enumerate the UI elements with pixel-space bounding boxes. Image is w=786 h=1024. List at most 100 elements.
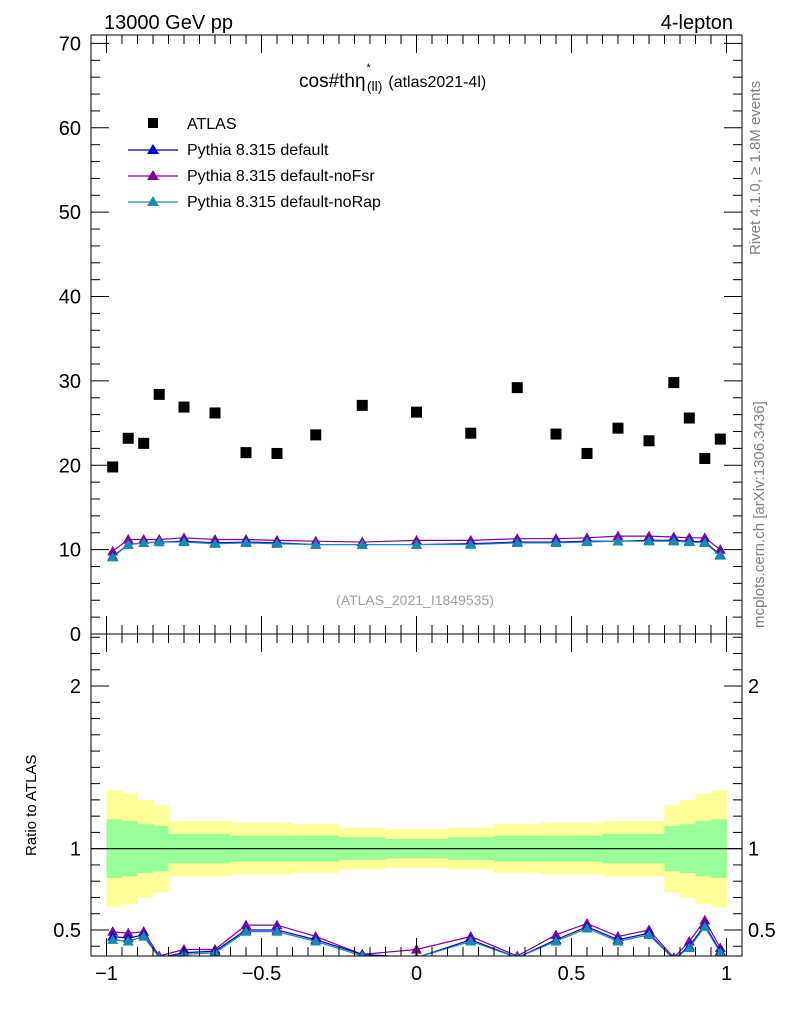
main-marker-noRap [714,550,726,560]
x-tick-label: −1 [95,963,118,985]
legend: ATLAS Pythia 8.315 default Pythia 8.315 … [128,116,381,211]
main-axis-ticks [91,35,742,635]
plot-title-sup: * [367,62,372,74]
main-marker-noRap [122,539,134,549]
main-marker-noRap [310,539,322,549]
ratio-marker-noRap [465,935,477,946]
ratio-marker-noFsr [699,914,711,925]
ratio-marker-noFsr [122,927,134,938]
main-marker-noRap [612,535,624,546]
main-y-tick-labels: 0 10 20 30 40 50 60 70 [59,33,81,646]
main-y-tick-label: 60 [59,118,81,140]
ratio-plot: 0.5 0.5 1 1 2 2 −1 −0.5 0 0.5 1 Ratio to ATLAS [23,633,776,985]
main-marker-noFsr [107,545,119,556]
main-marker-noFsr [122,534,134,544]
legend-label-nofsr: Pythia 8.315 default-noFsr [187,168,375,185]
atlas-data-point [107,461,119,473]
main-marker-noRap [550,537,562,548]
ratio-marker-noRap [515,952,520,956]
atlas-data-point [153,388,165,400]
atlas-data-point [465,427,477,439]
ratio-y-tick-label-right: 2 [748,676,759,698]
legend-label-norap: Pythia 8.315 default-noRap [187,194,381,211]
ratio-marker-noRap [643,929,655,939]
legend-label-default: Pythia 8.315 default [187,142,329,159]
ratio-line-noRap [112,925,721,956]
ratio-marker-noRap [715,947,726,956]
main-marker-noFsr [612,530,624,541]
main-y-tick-label: 50 [59,202,81,224]
main-marker-noRap [356,539,368,549]
ratio-marker-noRap [310,935,322,946]
main-marker-noRap [643,535,655,546]
atlas-data-point [714,433,726,445]
ratio-axis-ticks [91,634,742,956]
mcplots-label: mcplots.cern.ch [arXiv:1306.3436] [751,401,768,628]
x-tick-label: 1 [721,963,732,985]
main-marker-noRap [699,537,711,548]
main-marker-noRap [668,535,680,546]
ratio-marker-noRap [581,922,593,933]
atlas-data-point [138,437,150,449]
main-y-tick-label: 70 [59,33,81,55]
analysis-watermark: (ATLAS_2021_I1849535) [336,592,494,608]
main-marker-noRap [271,538,283,548]
main-marker-noFsr [714,544,726,554]
ratio-y-tick-label: 1 [70,839,81,861]
ratio-y-tick-label: 0.5 [53,920,81,942]
atlas-data-point [240,447,252,459]
x-tick-label: 0.5 [558,963,586,985]
main-marker-noRap [581,536,593,547]
main-plot: 0 10 20 30 40 50 60 70 cos#thη* (ll) (atlas2021-4… [59,33,743,646]
main-marker-noRap [411,539,422,549]
ratio-marker-noRap [359,950,366,956]
main-marker-noRap [153,536,165,547]
ratio-marker-noRap [107,934,119,944]
atlas-data-point [356,399,368,411]
ratio-marker-noRap [156,952,162,956]
main-y-tick-label: 10 [59,540,81,562]
atlas-data-point [643,435,655,447]
rivet-version-label: Rivet 4.1.0, ≥ 1.8M events [747,81,764,255]
x-tick-label: −0.5 [242,963,281,985]
legend-label-data: ATLAS [187,116,237,133]
ratio-uncertainty-bands [91,790,742,908]
ratio-tick-labels: 0.5 0.5 1 1 2 2 −1 −0.5 0 0.5 1 [53,676,776,985]
ratio-marker-noFsr [107,926,119,936]
ratio-marker-noRap [240,926,252,936]
atlas-data-point [310,429,322,441]
main-marker-noRap [209,538,221,548]
main-y-tick-label: 20 [59,455,81,477]
ratio-marker-noFsr [550,929,562,939]
x-tick-label: 0 [411,963,422,985]
atlas-data-point [699,453,711,465]
main-series [107,377,726,562]
ratio-plot-frame [90,633,743,957]
atlas-data-point [511,382,523,394]
legend-marker-nofsr [147,170,159,180]
atlas-data-point [122,432,134,444]
main-y-tick-label: 40 [59,287,81,309]
main-marker-noRap [138,537,150,548]
atlas-data-point [209,407,221,419]
ratio-marker-noRap [699,921,711,931]
ratio-marker-noRap [122,935,134,946]
main-marker-noRap [511,537,523,548]
main-marker-noRap [107,551,119,562]
main-marker-noRap [178,536,190,547]
plot-title-sub: (ll) [367,78,383,94]
atlas-data-point [683,412,695,424]
ratio-marker-noFsr [271,919,283,930]
legend-marker-default [147,144,159,154]
legend-marker-data [148,118,158,128]
ratio-y-tick-label-right: 1 [748,839,759,861]
main-marker-noRap [683,536,695,547]
plot-title: cos#thη* (ll) (atlas2021-4l) [299,62,486,94]
ratio-marker-noRap [550,935,562,946]
main-y-tick-label: 30 [59,371,81,393]
atlas-data-point [271,447,283,459]
plot-title-main: cos#thη [299,71,366,92]
atlas-data-point [668,377,680,389]
ratio-marker-noFsr [240,919,252,930]
